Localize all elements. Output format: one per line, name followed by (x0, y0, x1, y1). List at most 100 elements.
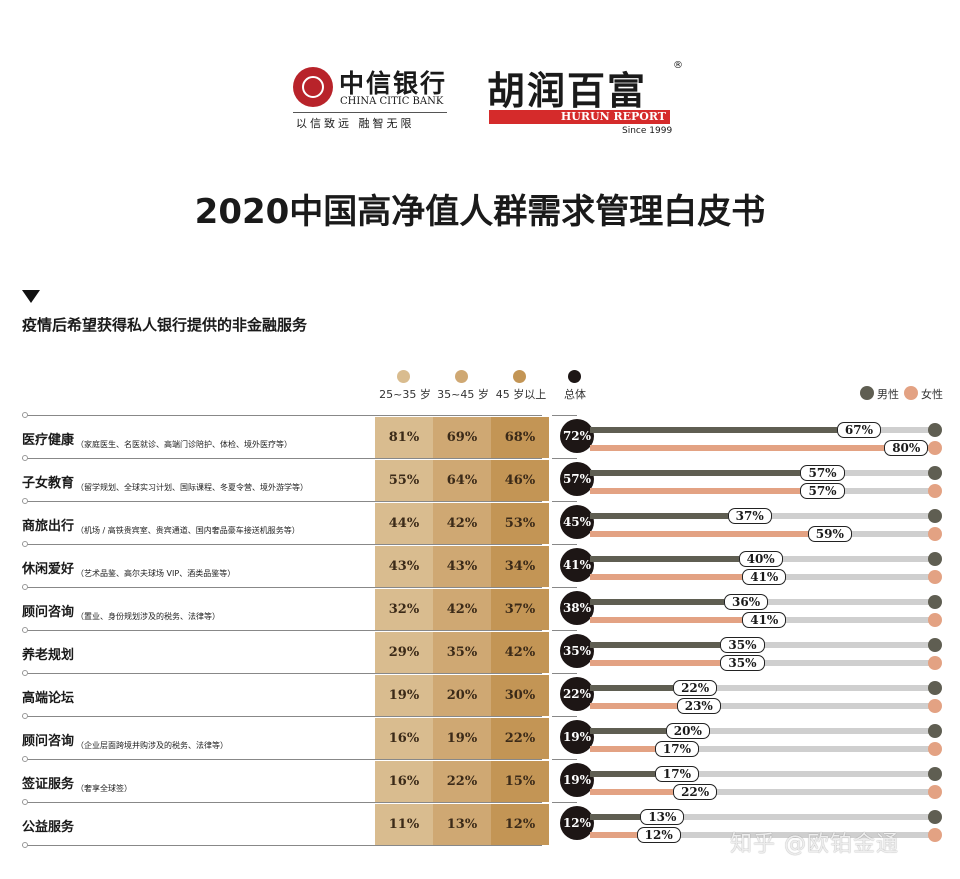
row-divider-dot (22, 627, 28, 633)
age-cell: 22% (491, 718, 549, 759)
category-name: 公益服务 (22, 820, 75, 835)
male-value-label: 37% (727, 508, 772, 524)
page-title: 2020中国高净值人群需求管理白皮书 (194, 192, 766, 232)
citic-logo-divider (293, 112, 447, 113)
row-divider-short (552, 716, 577, 717)
row-divider (22, 845, 542, 846)
row-divider-short (552, 544, 577, 545)
citic-logo-name: 中信银行 (339, 69, 448, 98)
category-note-wrap: （置业、身份规划涉及的税务、法律等） (76, 604, 220, 623)
category-note: （家庭医生、名医就诊、高端门诊陪护、体检、境外医疗等） (76, 440, 292, 449)
legend-label-female: 女性 (921, 388, 943, 401)
male-bar (590, 556, 739, 562)
male-icon (928, 466, 942, 480)
female-value-label: 22% (673, 784, 718, 800)
citic-logo-name-en: CHINA CITIC BANK (340, 96, 444, 107)
row-divider-dot (22, 713, 28, 719)
row-divider-short (552, 458, 577, 459)
row-divider (22, 587, 542, 588)
row-divider (22, 501, 542, 502)
male-value-label: 35% (720, 637, 765, 653)
male-icon (928, 767, 942, 781)
age-cell: 35% (433, 632, 491, 673)
category-note-wrap: （奢享全球签） (76, 776, 132, 795)
female-icon (928, 742, 942, 756)
female-bar-track (590, 789, 935, 795)
female-icon (928, 527, 942, 541)
row-divider-short (552, 501, 577, 502)
hurun-logo-bar: HURUN REPORT (489, 110, 670, 124)
row-divider-short (552, 587, 577, 588)
female-icon (928, 828, 942, 842)
female-bar (590, 789, 674, 795)
male-icon (928, 638, 942, 652)
triangle-down-icon (22, 290, 40, 303)
male-icon (860, 386, 874, 400)
age-cell: 16% (375, 718, 433, 759)
age-cell: 20% (433, 675, 491, 716)
male-icon (928, 423, 942, 437)
male-value-label: 57% (800, 465, 845, 481)
male-bar (590, 685, 674, 691)
category-note: （置业、身份规划涉及的税务、法律等） (76, 612, 220, 621)
watermark: 知乎 @欧铂金通 (730, 832, 899, 857)
overall-circle: 19% (560, 720, 594, 754)
female-icon (928, 570, 942, 584)
female-bar (590, 660, 721, 666)
age-cell: 64% (433, 460, 491, 501)
row-divider (22, 673, 542, 674)
female-value-label: 23% (676, 698, 721, 714)
row-divider (22, 630, 542, 631)
overall-circle: 22% (560, 677, 594, 711)
female-bar (590, 746, 655, 752)
category-name: 高端论坛 (22, 691, 75, 706)
female-bar (590, 703, 677, 709)
category-name: 顾问咨询 (22, 605, 75, 620)
male-icon (928, 724, 942, 738)
age-cell: 22% (433, 761, 491, 802)
male-icon (928, 681, 942, 695)
age-cell: 13% (433, 804, 491, 845)
overall-circle: 72% (560, 419, 594, 453)
row-divider (22, 716, 542, 717)
male-value-label: 17% (654, 766, 699, 782)
legend-label-age-1: 35~45 岁 (437, 388, 489, 401)
male-bar (590, 771, 655, 777)
category-note-wrap: （机场 / 高铁贵宾室、贵宾通道、国内奢品豪车接送机服务等） (76, 518, 300, 537)
row-divider (22, 415, 542, 416)
age-cell: 42% (433, 503, 491, 544)
female-bar (590, 574, 743, 580)
age-cell: 43% (375, 546, 433, 587)
overall-circle: 19% (560, 763, 594, 797)
male-bar-track (590, 728, 935, 734)
legend-dot-overall (568, 370, 581, 383)
age-cell: 30% (491, 675, 549, 716)
category-name: 顾问咨询 (22, 734, 75, 749)
row-divider (22, 544, 542, 545)
overall-circle: 35% (560, 634, 594, 668)
age-cell: 19% (433, 718, 491, 759)
female-bar (590, 488, 801, 494)
age-cell: 55% (375, 460, 433, 501)
age-cell: 42% (433, 589, 491, 630)
male-value-label: 36% (724, 594, 769, 610)
row-divider-short (552, 802, 577, 803)
hurun-logo-name: 胡润百富 (487, 68, 648, 113)
female-icon (928, 484, 942, 498)
female-value-label: 59% (807, 526, 852, 542)
hurun-since: Since 1999 (622, 126, 673, 136)
female-value-label: 35% (720, 655, 765, 671)
male-value-label: 40% (738, 551, 783, 567)
age-cell: 37% (491, 589, 549, 630)
category-name: 签证服务 (22, 777, 75, 792)
category-name: 养老规划 (22, 648, 75, 663)
male-bar-track (590, 814, 935, 820)
age-cell: 15% (491, 761, 549, 802)
row-divider-dot (22, 412, 28, 418)
female-bar-track (590, 746, 935, 752)
legend-dot-age-2 (513, 370, 526, 383)
age-cell: 19% (375, 675, 433, 716)
overall-circle: 12% (560, 806, 594, 840)
age-cell: 53% (491, 503, 549, 544)
